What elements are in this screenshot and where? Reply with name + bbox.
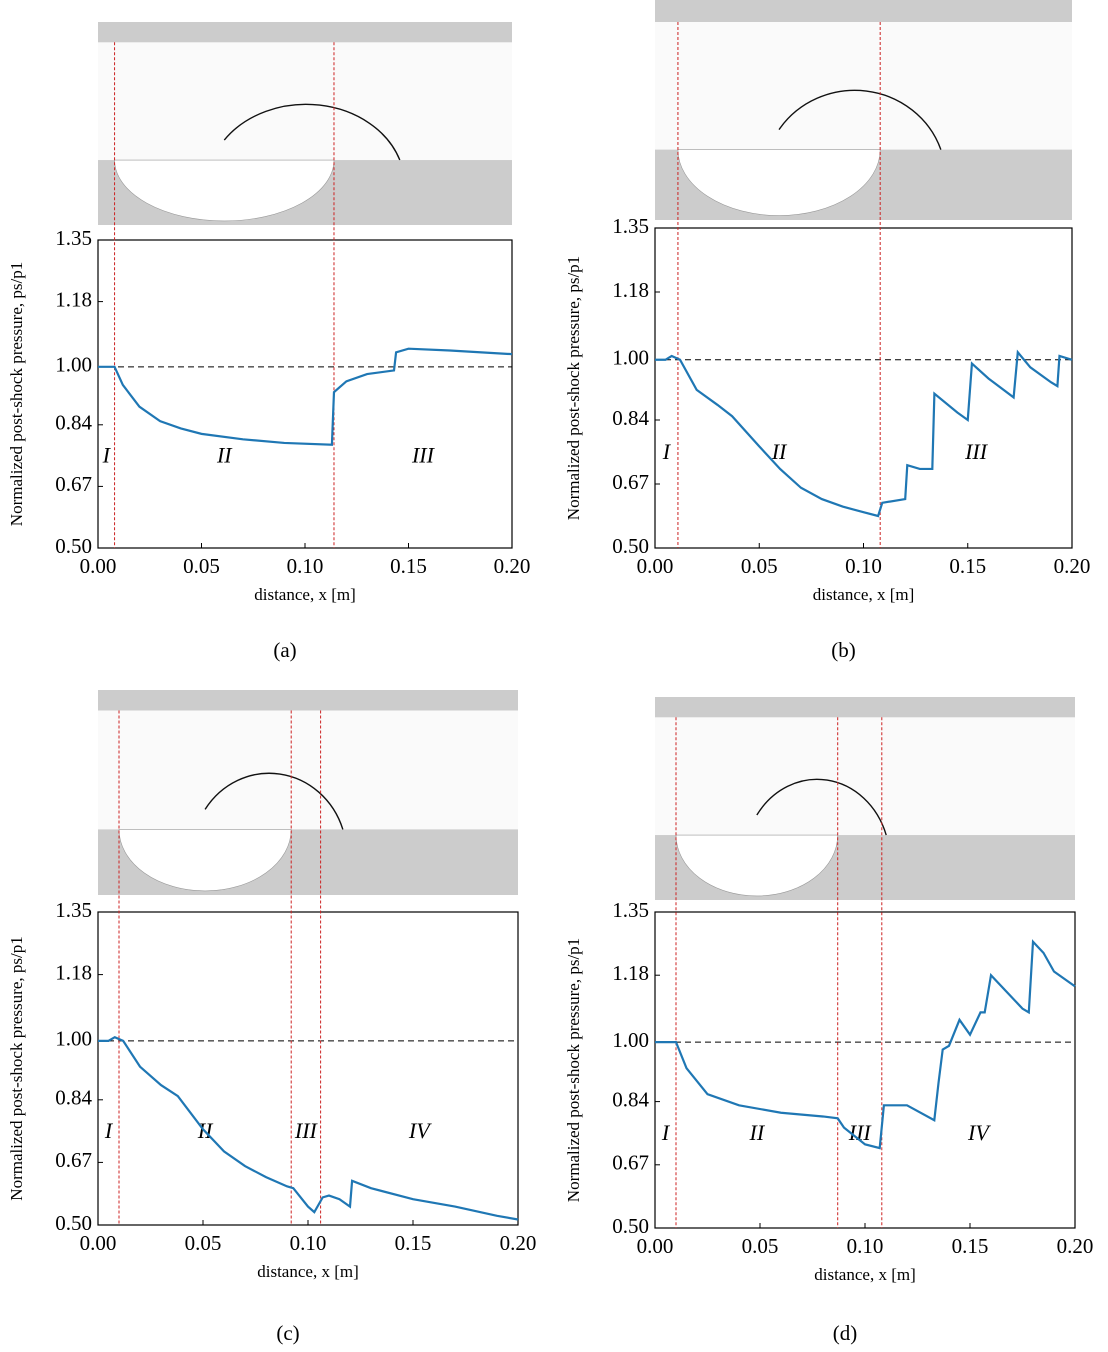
x-tick-label: 0.00 xyxy=(637,1234,674,1258)
cavity xyxy=(677,149,881,216)
y-tick-label: 0.84 xyxy=(612,406,649,430)
pressure-line xyxy=(98,347,513,446)
x-tick-label: 0.10 xyxy=(847,1234,884,1258)
x-tick-label: 0.05 xyxy=(742,1234,779,1258)
x-axis-label: distance, x [m] xyxy=(814,1265,916,1284)
x-tick-label: 0.00 xyxy=(637,554,674,578)
y-tick-label: 1.35 xyxy=(612,898,649,922)
schlieren-image xyxy=(655,0,1072,220)
region-label: III xyxy=(964,439,989,464)
pressure-line xyxy=(655,939,1076,1150)
y-tick-label: 0.84 xyxy=(55,411,92,435)
y-tick-label: 0.84 xyxy=(55,1086,92,1110)
region-label: I xyxy=(662,439,672,464)
region-label: IV xyxy=(967,1120,991,1145)
shock-front xyxy=(778,89,942,150)
y-tick-label: 0.50 xyxy=(612,534,649,558)
x-tick-label: 0.10 xyxy=(290,1231,327,1255)
y-axis-label: Normalized post-shock pressure, ps/p1 xyxy=(7,262,26,526)
upper-wall xyxy=(98,22,512,43)
y-tick-label: 0.67 xyxy=(612,470,649,494)
y-tick-label: 0.84 xyxy=(612,1087,649,1111)
region-label: I xyxy=(104,1118,114,1143)
region-label: II xyxy=(771,439,788,464)
plot-frame xyxy=(654,227,1073,549)
x-axis-label: distance, x [m] xyxy=(257,1262,359,1281)
x-tick-label: 0.05 xyxy=(183,554,220,578)
shock-front xyxy=(756,778,887,836)
upper-wall xyxy=(98,690,518,711)
y-tick-label: 1.00 xyxy=(55,1027,92,1051)
x-tick-label: 0.00 xyxy=(80,1231,117,1255)
schlieren-image xyxy=(98,22,512,225)
x-tick-label: 0.10 xyxy=(845,554,882,578)
x-tick-label: 0.15 xyxy=(395,1231,432,1255)
pressure-line xyxy=(98,1035,519,1221)
y-axis-label: Normalized post-shock pressure, ps/p1 xyxy=(564,256,583,520)
region-label: IV xyxy=(408,1118,432,1143)
upper-wall xyxy=(655,697,1075,718)
pressure-line xyxy=(655,349,1073,518)
region-label: II xyxy=(216,442,233,467)
panel-caption: (a) xyxy=(273,638,296,662)
x-tick-label: 0.05 xyxy=(185,1231,222,1255)
region-label: I xyxy=(102,442,112,467)
y-tick-label: 1.18 xyxy=(612,961,649,985)
x-tick-label: 0.20 xyxy=(500,1231,537,1255)
x-tick-label: 0.15 xyxy=(390,554,427,578)
x-tick-label: 0.00 xyxy=(80,554,117,578)
y-tick-label: 0.67 xyxy=(55,1148,92,1172)
panel-caption: (c) xyxy=(276,1321,299,1345)
x-tick-label: 0.05 xyxy=(741,554,778,578)
y-tick-label: 0.50 xyxy=(55,1211,92,1235)
y-tick-label: 0.67 xyxy=(55,472,92,496)
schlieren-image xyxy=(98,690,518,895)
schlieren-image xyxy=(655,697,1075,900)
x-tick-label: 0.20 xyxy=(1054,554,1091,578)
x-axis-label: distance, x [m] xyxy=(254,585,356,604)
y-tick-label: 1.18 xyxy=(55,960,92,984)
x-tick-label: 0.15 xyxy=(949,554,986,578)
region-label: I xyxy=(661,1120,671,1145)
shock-front xyxy=(223,103,401,161)
x-tick-label: 0.10 xyxy=(287,554,324,578)
plot-frame xyxy=(654,911,1076,1229)
x-axis-label: distance, x [m] xyxy=(813,585,915,604)
y-tick-label: 0.67 xyxy=(612,1151,649,1175)
panel-caption: (b) xyxy=(831,638,856,662)
x-tick-label: 0.20 xyxy=(494,554,531,578)
y-tick-label: 1.00 xyxy=(612,1028,649,1052)
y-tick-label: 1.35 xyxy=(55,226,92,250)
y-tick-label: 1.35 xyxy=(612,214,649,238)
plot-frame xyxy=(97,911,519,1226)
x-tick-label: 0.20 xyxy=(1057,1234,1094,1258)
region-label: II xyxy=(749,1120,766,1145)
cavity xyxy=(118,829,292,892)
y-tick-label: 1.00 xyxy=(55,353,92,377)
shock-front xyxy=(204,772,344,830)
cavity xyxy=(675,834,839,897)
region-label: III xyxy=(294,1118,319,1143)
y-tick-label: 1.00 xyxy=(612,346,649,370)
y-tick-label: 1.35 xyxy=(55,898,92,922)
y-tick-label: 0.50 xyxy=(612,1214,649,1238)
y-tick-label: 0.50 xyxy=(55,534,92,558)
region-label: III xyxy=(411,442,436,467)
upper-wall xyxy=(655,0,1072,22)
y-axis-label: Normalized post-shock pressure, ps/p1 xyxy=(564,938,583,1202)
plot-frame xyxy=(97,239,513,549)
x-tick-label: 0.15 xyxy=(952,1234,989,1258)
y-axis-label: Normalized post-shock pressure, ps/p1 xyxy=(7,936,26,1200)
panel-caption: (d) xyxy=(833,1321,858,1345)
cavity xyxy=(114,159,335,222)
y-tick-label: 1.18 xyxy=(612,278,649,302)
y-tick-label: 1.18 xyxy=(55,287,92,311)
